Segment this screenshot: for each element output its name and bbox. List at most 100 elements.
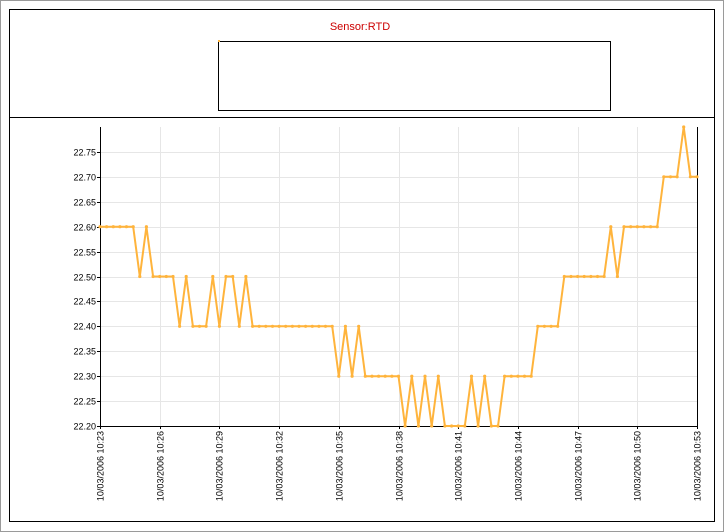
data-point	[483, 374, 487, 378]
series-line-group	[98, 125, 699, 428]
data-point	[383, 374, 387, 378]
data-point	[675, 175, 679, 179]
data-point	[635, 225, 639, 229]
data-point	[416, 424, 420, 428]
data-point	[463, 424, 467, 428]
data-point	[277, 324, 281, 328]
y-tick-label: 22.20	[73, 422, 96, 432]
data-point	[138, 274, 142, 279]
data-point	[337, 374, 341, 378]
data-point	[403, 424, 407, 428]
data-point	[396, 374, 401, 378]
data-point	[370, 374, 374, 378]
data-point	[377, 374, 381, 378]
y-tick-label: 22.45	[73, 297, 96, 307]
data-point	[151, 274, 155, 279]
data-point	[450, 424, 454, 428]
x-tick-label: 10/03/2006 10:53	[693, 431, 703, 501]
chart-border	[9, 9, 715, 522]
data-point	[569, 274, 573, 279]
data-point	[562, 274, 566, 279]
data-point	[615, 274, 620, 279]
data-point	[158, 274, 162, 279]
data-point	[357, 324, 361, 328]
y-tick-label: 22.30	[73, 372, 96, 382]
data-point	[251, 324, 255, 328]
data-point	[124, 225, 129, 229]
data-point	[197, 324, 202, 328]
data-point	[171, 274, 175, 279]
x-tick-label: 10/03/2006 10:32	[275, 431, 285, 501]
data-point	[695, 175, 699, 179]
data-point	[217, 324, 221, 328]
x-tick-label: 10/03/2006 10:44	[514, 431, 524, 501]
x-tick-label: 10/03/2006 10:29	[215, 431, 225, 501]
data-point	[191, 324, 195, 328]
data-point	[522, 374, 527, 378]
x-tick-label: 10/03/2006 10:41	[454, 431, 464, 501]
data-point	[310, 324, 314, 328]
data-point	[290, 324, 294, 328]
y-tick-label: 22.75	[73, 148, 96, 158]
x-tick-label: 10/03/2006 10:38	[395, 431, 405, 501]
data-point	[131, 225, 135, 229]
data-point	[330, 324, 334, 328]
header-divider	[9, 117, 714, 118]
data-point	[343, 324, 347, 328]
data-point	[224, 274, 228, 279]
data-point	[184, 274, 188, 279]
data-point	[204, 324, 208, 328]
y-tick-label: 22.40	[73, 322, 96, 332]
data-point	[529, 374, 533, 378]
data-point	[595, 274, 600, 279]
data-point	[649, 225, 653, 229]
data-point	[284, 324, 288, 328]
data-point	[118, 225, 122, 229]
data-point	[582, 274, 586, 279]
data-point	[211, 274, 215, 279]
data-point	[144, 225, 148, 229]
x-axis-tick-labels: 10/03/2006 10:23 10/03/2006 10:26 10/03/20…	[96, 431, 703, 501]
y-tick-label: 22.25	[73, 397, 96, 407]
x-tick-label: 10/03/2006 10:35	[335, 431, 345, 501]
data-point	[410, 374, 414, 378]
data-point	[304, 324, 308, 328]
data-point	[443, 424, 447, 428]
data-point	[516, 374, 520, 378]
y-tick-label: 22.60	[73, 223, 96, 233]
data-point	[436, 374, 440, 378]
data-point	[317, 324, 321, 328]
data-point	[629, 225, 633, 229]
y-tick-label: 22.35	[73, 347, 96, 357]
data-point	[430, 424, 434, 428]
x-tick-label: 10/03/2006 10:50	[633, 431, 643, 501]
data-point	[164, 274, 168, 279]
x-tick-label: 10/03/2006 10:23	[96, 431, 106, 501]
chart-title: Sensor:RTD	[329, 21, 391, 33]
y-axis-tick-labels: 22.75 22.70 22.65 22.60 22.55 22.50 22.45 22.40…	[73, 148, 96, 432]
data-point	[297, 324, 301, 328]
data-point	[589, 274, 593, 279]
data-point	[542, 324, 547, 328]
data-point	[496, 424, 500, 428]
series-line	[100, 126, 697, 427]
data-point	[489, 424, 493, 428]
data-point	[668, 175, 673, 179]
legend-swatch	[218, 40, 220, 42]
data-point	[456, 424, 460, 428]
data-point	[536, 324, 540, 328]
data-point	[509, 374, 513, 378]
y-tick-label: 22.70	[73, 173, 96, 183]
data-point	[244, 274, 248, 279]
x-tick-label: 10/03/2006 10:47	[574, 431, 584, 501]
data-point	[476, 424, 480, 428]
data-point	[503, 374, 507, 378]
data-point	[237, 324, 241, 328]
data-point	[231, 274, 235, 279]
data-point	[609, 225, 613, 229]
data-point	[688, 175, 693, 179]
data-point	[622, 225, 626, 229]
legend-box	[218, 40, 611, 111]
data-point	[576, 274, 580, 279]
